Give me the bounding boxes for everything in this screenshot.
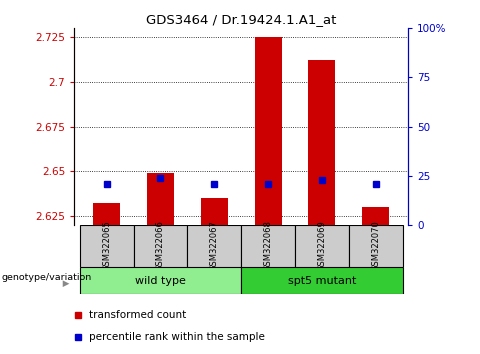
- Bar: [309, 61, 336, 225]
- Bar: [295, 225, 349, 267]
- Title: GDS3464 / Dr.19424.1.A1_at: GDS3464 / Dr.19424.1.A1_at: [146, 13, 336, 26]
- Text: GSM322070: GSM322070: [371, 221, 380, 272]
- Bar: [349, 225, 403, 267]
- Bar: [133, 225, 187, 267]
- Bar: [201, 198, 228, 225]
- Text: wild type: wild type: [135, 275, 186, 286]
- Bar: [80, 225, 133, 267]
- Bar: [147, 173, 174, 225]
- Text: percentile rank within the sample: percentile rank within the sample: [89, 332, 265, 342]
- Bar: [362, 207, 389, 225]
- Bar: [80, 267, 241, 294]
- Text: transformed count: transformed count: [89, 310, 187, 320]
- Bar: [187, 225, 241, 267]
- Bar: [255, 37, 282, 225]
- Text: GSM322066: GSM322066: [156, 221, 165, 272]
- Bar: [93, 203, 120, 225]
- Text: spt5 mutant: spt5 mutant: [288, 275, 356, 286]
- Bar: [241, 267, 403, 294]
- Text: genotype/variation: genotype/variation: [1, 273, 92, 282]
- Bar: [241, 225, 295, 267]
- Text: GSM322068: GSM322068: [264, 221, 273, 272]
- Text: GSM322069: GSM322069: [317, 221, 326, 272]
- Text: GSM322067: GSM322067: [210, 221, 219, 272]
- Text: GSM322065: GSM322065: [102, 221, 111, 272]
